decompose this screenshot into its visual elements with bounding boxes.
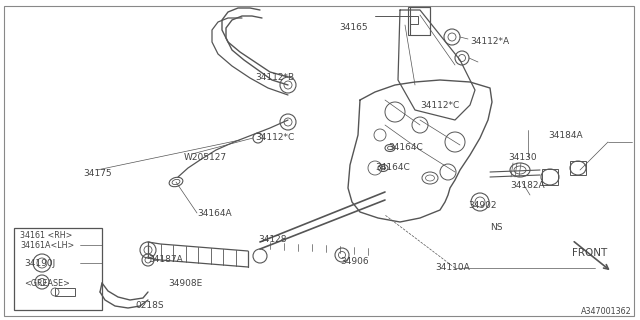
Text: 34165: 34165	[339, 22, 368, 31]
Bar	[14, 228, 102, 310]
Text: 34128: 34128	[258, 236, 287, 244]
Text: 34164A: 34164A	[197, 209, 232, 218]
Bar	[570, 161, 586, 175]
Bar	[542, 169, 558, 185]
Text: 34175: 34175	[83, 169, 111, 178]
Text: 34161 <RH>: 34161 <RH>	[20, 231, 72, 241]
Text: NS: NS	[490, 222, 502, 231]
Text: 34110A: 34110A	[435, 263, 470, 273]
Text: 34161A<LH>: 34161A<LH>	[20, 241, 74, 250]
Text: 34184A: 34184A	[548, 131, 582, 140]
Text: 34130: 34130	[508, 153, 536, 162]
Text: 34112*C: 34112*C	[255, 132, 294, 141]
Text: 34906: 34906	[340, 257, 369, 266]
Text: 34182A: 34182A	[510, 180, 545, 189]
Text: 0218S: 0218S	[135, 301, 164, 310]
Bar	[410, 16, 418, 24]
Text: 34187A: 34187A	[148, 255, 183, 265]
Bar	[55, 288, 75, 296]
Text: 34902: 34902	[468, 201, 497, 210]
Text: A347001362: A347001362	[581, 308, 632, 316]
Text: 34112*A: 34112*A	[470, 37, 509, 46]
Text: FRONT: FRONT	[572, 248, 607, 258]
Text: 34112*B: 34112*B	[255, 74, 294, 83]
Text: 34112*C: 34112*C	[420, 100, 460, 109]
Text: 34164C: 34164C	[388, 143, 423, 153]
Text: W205127: W205127	[184, 153, 227, 162]
Text: 34908E: 34908E	[168, 279, 202, 289]
Bar	[408, 7, 430, 35]
Text: 34190J: 34190J	[24, 259, 55, 268]
Text: 34164C: 34164C	[375, 164, 410, 172]
Text: <GREASE>: <GREASE>	[24, 279, 70, 289]
